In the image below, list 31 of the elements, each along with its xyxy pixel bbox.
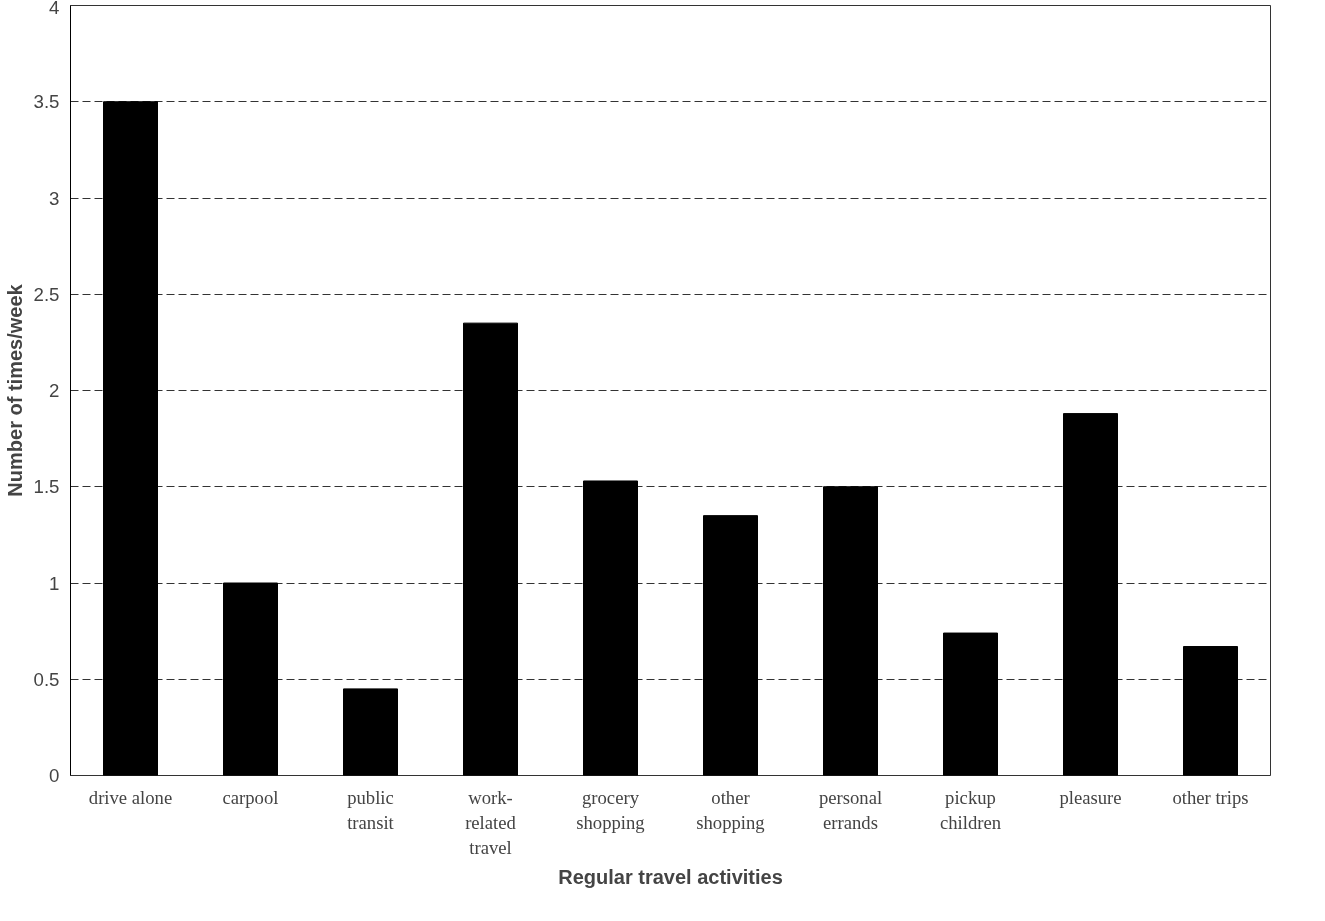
bar [943,632,998,776]
x-tick-label: other shopping [696,786,765,833]
bar [823,486,878,776]
y-tick-label: 4 [49,0,60,18]
x-tick-label: carpool [222,786,279,808]
y-tick-label: 0 [49,765,60,786]
y-tick-label: 2.5 [33,283,60,305]
x-tick-label: pickup children [939,786,1002,833]
x-tick-label: pleasure [1059,786,1122,808]
x-tick-label: personal errands [818,786,883,833]
bar [1183,646,1238,776]
y-tick-label: 1.5 [33,476,60,498]
y-tick-label: 3 [49,187,60,209]
x-tick-label: work- related travel [465,786,517,858]
bar [103,101,158,776]
x-axis-title: Regular travel activities [558,865,783,888]
x-tick-label: drive alone [88,786,173,808]
y-tick-label: 0.5 [33,668,60,690]
y-axis-title: Number of times/week [3,283,26,497]
bar [703,515,758,776]
bar [583,480,638,776]
y-tick-label: 1 [49,572,60,594]
x-tick-label: other trips [1172,786,1249,808]
bar [1063,413,1118,776]
bar [343,688,398,776]
bar [463,322,518,776]
y-tick-label: 2 [49,380,60,401]
y-tick-label: 3.5 [33,91,60,113]
x-tick-label: grocery shopping [576,786,645,833]
x-tick-label: public transit [347,786,395,833]
bar [223,582,278,776]
